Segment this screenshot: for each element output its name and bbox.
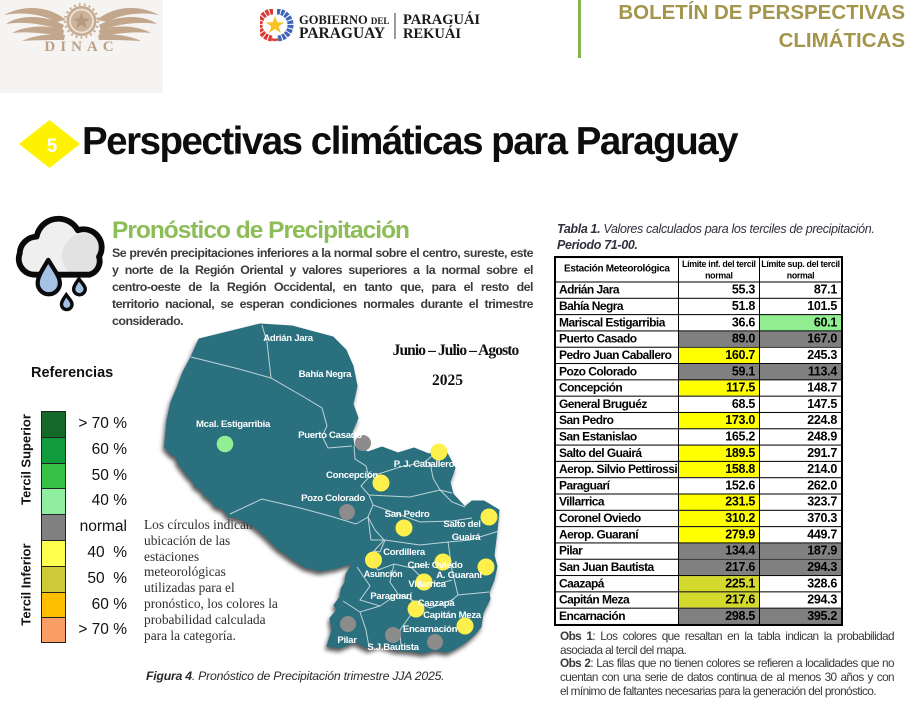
svg-text:Cordillera: Cordillera [383, 547, 426, 558]
svg-text:San Pedro: San Pedro [385, 509, 430, 520]
svg-text:PARAGUAY: PARAGUAY [299, 25, 385, 42]
svg-text:5: 5 [47, 136, 58, 157]
svg-text:Mcal. Estigarribia: Mcal. Estigarribia [196, 419, 271, 430]
svg-text:DINAC: DINAC [44, 39, 118, 55]
svg-text:Puerto Casado: Puerto Casado [298, 430, 362, 441]
svg-text:Concepción: Concepción [326, 470, 378, 481]
svg-text:REKUÁI: REKUÁI [403, 25, 461, 42]
svg-text:Encarnación: Encarnación [403, 624, 458, 635]
svg-text:Caazapá: Caazapá [418, 598, 456, 609]
svg-text:Adrián Jara: Adrián Jara [263, 333, 313, 344]
svg-text:Pozo Colorado: Pozo Colorado [301, 493, 365, 504]
svg-text:Asunción: Asunción [364, 569, 403, 579]
svg-text:Bahía Negra: Bahía Negra [299, 369, 353, 380]
svg-text:Villarrica: Villarrica [408, 579, 446, 590]
svg-text:P. J. Caballero: P. J. Caballero [394, 459, 455, 470]
svg-text:A. Guaraní: A. Guaraní [436, 570, 482, 581]
svg-text:Capitán Meza: Capitán Meza [423, 610, 482, 621]
svg-text:PARAGUÁI: PARAGUÁI [403, 11, 480, 28]
svg-text:Salto del: Salto del [443, 519, 480, 530]
svg-text:Guairá: Guairá [452, 532, 482, 543]
svg-text:Pilar: Pilar [337, 635, 357, 646]
svg-text:GOBIERNO DEL: GOBIERNO DEL [299, 13, 389, 27]
svg-text:S.J.Bautista: S.J.Bautista [367, 642, 419, 653]
svg-text:Paraguarí: Paraguarí [370, 591, 412, 602]
svg-text:Cnel. Oviedo: Cnel. Oviedo [407, 560, 462, 571]
